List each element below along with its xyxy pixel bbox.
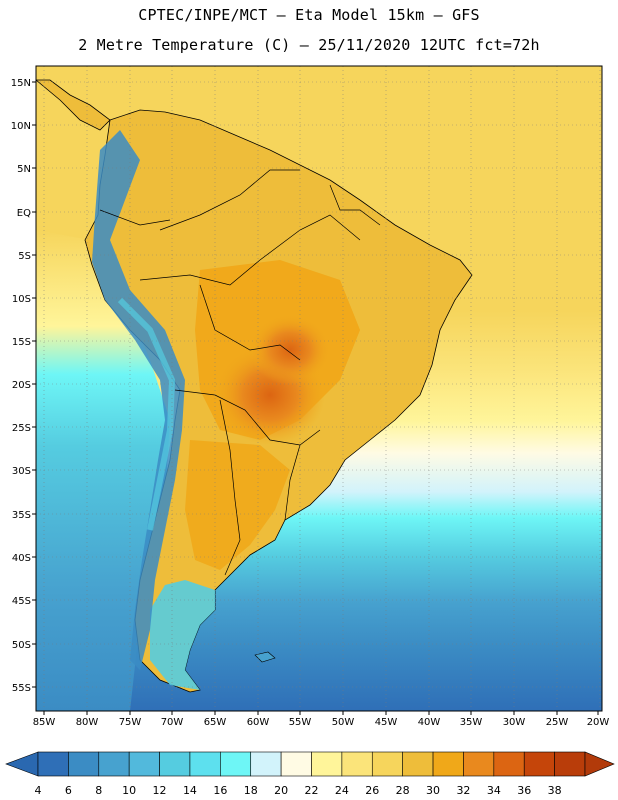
lon-label: 85W (33, 717, 56, 728)
lon-label: 60W (247, 717, 270, 728)
colorbar-value-label: 36 (517, 784, 531, 797)
lat-label: 5S (18, 251, 31, 262)
lat-label: 15S (12, 337, 31, 348)
colorbar-labels: 4 6 8 10 12 14 16 18 20 22 24 26 28 30 32 34 36 38 (35, 784, 562, 797)
colorbar-value-label: 16 (213, 784, 227, 797)
latitude-labels: 15N 10N 5N EQ 5S 10S 15S 20S 25S 30S 35S 40S 45S 50S 5… (11, 78, 36, 694)
colorbar-swatch (341, 751, 373, 777)
lon-label: 20W (587, 717, 610, 728)
lat-label: 40S (12, 553, 31, 564)
lon-label: 65W (204, 717, 227, 728)
colorbar-swatch (523, 751, 555, 777)
country-borders (99, 169, 381, 576)
lon-label: 25W (546, 717, 569, 728)
longitude-labels: 85W 80W 75W 70W 65W 60W 55W 50W 45W 40W 35W 30W 25W 2… (33, 711, 610, 728)
colorbar-swatch (98, 751, 130, 777)
colorbar-left-arrow (5, 751, 39, 777)
colorbar-swatch (68, 751, 100, 777)
colorbar-value-label: 26 (365, 784, 379, 797)
map-title-line2: 2 Metre Temperature (C) – 25/11/2020 12U… (78, 36, 540, 54)
colorbar-swatch (402, 751, 434, 777)
colorbar-value-label: 20 (274, 784, 288, 797)
colorbar-right-arrow (584, 751, 615, 777)
colorbar-value-label: 10 (122, 784, 136, 797)
colorbar-value-label: 18 (244, 784, 258, 797)
lat-label: 30S (12, 466, 31, 477)
colorbar-value-label: 32 (456, 784, 470, 797)
colorbar-swatch (554, 751, 586, 777)
lon-label: 35W (460, 717, 483, 728)
pacific-field (36, 230, 170, 711)
andes-cold-band (92, 130, 185, 670)
lon-label: 30W (503, 717, 526, 728)
lon-label: 80W (76, 717, 99, 728)
colorbar-value-label: 24 (335, 784, 349, 797)
colorbar-value-label: 14 (183, 784, 197, 797)
colorbar-swatch (463, 751, 495, 777)
colorbar-swatch (220, 751, 252, 777)
colorbar-swatch (159, 751, 191, 777)
colorbar-swatch (37, 751, 69, 777)
colorbar-value-label: 6 (65, 784, 72, 797)
lat-label: 20S (12, 380, 31, 391)
colorbar-value-label: 8 (95, 784, 102, 797)
lat-label: EQ (17, 208, 31, 219)
lat-label: 45S (12, 596, 31, 607)
lat-label: 35S (12, 510, 31, 521)
colorbar-value-label: 38 (548, 784, 562, 797)
colorbar-swatch (311, 751, 343, 777)
lat-label: 10N (11, 121, 31, 132)
map-frame (35, 65, 603, 712)
colorbar-value-label: 12 (153, 784, 167, 797)
lat-label: 25S (12, 423, 31, 434)
map-title-line1: CPTEC/INPE/MCT – Eta Model 15km – GFS (138, 6, 480, 24)
lon-label: 40W (418, 717, 441, 728)
colorbar-swatch (432, 751, 464, 777)
lon-label: 50W (332, 717, 355, 728)
colorbar-value-label: 4 (35, 784, 42, 797)
colorbar (5, 751, 615, 777)
lon-label: 70W (161, 717, 184, 728)
colorbar-swatch (371, 751, 403, 777)
colorbar-value-label: 34 (487, 784, 501, 797)
colorbar-swatch (280, 751, 312, 777)
colorbar-value-label: 30 (426, 784, 440, 797)
lon-label: 75W (119, 717, 142, 728)
lat-label: 15N (11, 78, 31, 89)
colorbar-swatch (128, 751, 160, 777)
lon-label: 55W (289, 717, 312, 728)
lat-label: 50S (12, 640, 31, 651)
lat-label: 10S (12, 294, 31, 305)
lat-label: 5N (17, 164, 31, 175)
colorbar-swatch (189, 751, 221, 777)
colorbar-value-label: 22 (305, 784, 319, 797)
colorbar-value-label: 28 (396, 784, 410, 797)
colorbar-swatch (493, 751, 525, 777)
lat-label: 55S (12, 683, 31, 694)
colorbar-swatch (250, 751, 282, 777)
lon-label: 45W (375, 717, 398, 728)
